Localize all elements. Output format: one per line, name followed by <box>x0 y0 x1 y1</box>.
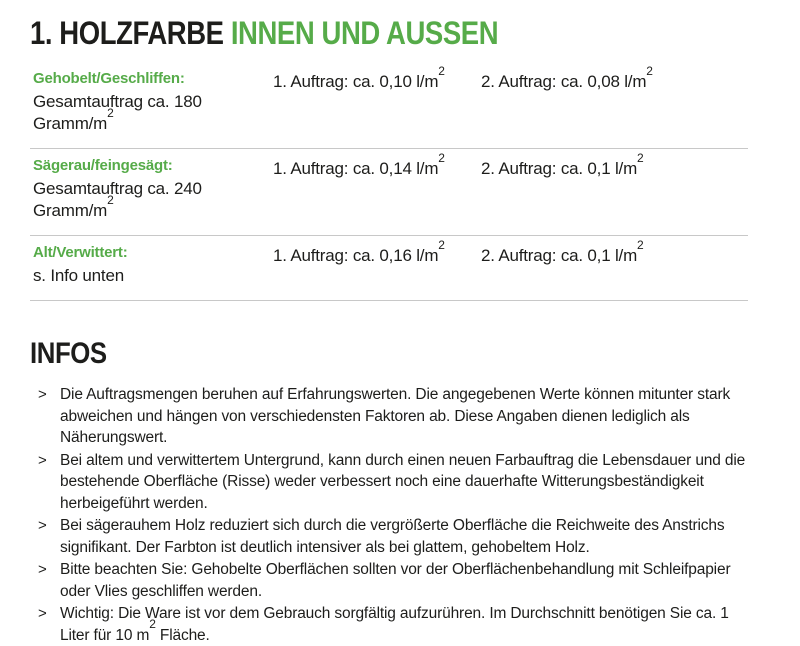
list-item: > Wichtig: Die Ware ist vor dem Gebrauch… <box>38 603 750 646</box>
superscript: 2 <box>438 237 445 252</box>
info-list: > Die Auftragsmengen beruhen auf Erfahru… <box>38 384 750 646</box>
infos-heading-text: INFOS <box>30 337 107 370</box>
superscript: 2 <box>637 237 644 252</box>
surface-type-detail: Gesamtauftrag ca. 180 Gramm/m2 <box>33 91 273 135</box>
coat-text: 1. Auftrag: ca. 0,10 l/m <box>273 72 439 91</box>
infos-heading: INFOS <box>30 337 770 371</box>
surface-type-detail: Gesamtauftrag ca. 240 Gramm/m2 <box>33 178 273 222</box>
second-coat-cell: 2. Auftrag: ca. 0,1 l/m2 <box>481 152 748 180</box>
info-text-main: Bitte beachten Sie: Gehobelte Oberfläche… <box>60 561 731 600</box>
surface-type-label: Sägerau/feingesägt: <box>33 157 173 174</box>
coat-text: 2. Auftrag: ca. 0,08 l/m <box>481 72 647 91</box>
table-row-saegerau: Sägerau/feingesägt: Gesamtauftrag ca. 24… <box>30 149 748 236</box>
info-text-main: Bei altem und verwittertem Untergrund, k… <box>60 451 746 512</box>
info-text: Wichtig: Die Ware ist vor dem Gebrauch s… <box>60 603 750 646</box>
superscript: 2 <box>646 63 653 78</box>
surface-type-label: Gehobelt/Geschliffen: <box>33 70 185 87</box>
chevron-bullet-icon: > <box>38 561 47 578</box>
second-coat-value: 2. Auftrag: ca. 0,1 l/m2 <box>481 239 748 267</box>
coat-text: 1. Auftrag: ca. 0,14 l/m <box>273 159 439 178</box>
page-title-green: INNEN UND AUSSEN <box>230 15 499 51</box>
second-coat-value: 2. Auftrag: ca. 0,1 l/m2 <box>481 152 748 180</box>
info-sheet-page: 1. HOLZFARBE INNEN UND AUSSEN Gehobelt/G… <box>30 14 770 644</box>
detail-text: Gesamtauftrag ca. 180 Gramm/m <box>33 92 202 133</box>
info-text-main: Die Auftragsmengen beruhen auf Erfahrung… <box>60 386 731 446</box>
second-coat-cell: 2. Auftrag: ca. 0,1 l/m2 <box>481 239 748 267</box>
info-text: Die Auftragsmengen beruhen auf Erfahrung… <box>60 384 750 449</box>
superscript: 2 <box>438 150 445 165</box>
coat-text: 1. Auftrag: ca. 0,16 l/m <box>273 246 439 265</box>
first-coat-cell: 1. Auftrag: ca. 0,14 l/m2 <box>273 152 481 180</box>
second-coat-value: 2. Auftrag: ca. 0,08 l/m2 <box>481 65 748 93</box>
chevron-bullet-icon: > <box>38 517 47 534</box>
first-coat-value: 1. Auftrag: ca. 0,14 l/m2 <box>273 152 481 180</box>
first-coat-value: 1. Auftrag: ca. 0,10 l/m2 <box>273 65 481 93</box>
chevron-bullet-icon: > <box>38 605 47 622</box>
first-coat-value: 1. Auftrag: ca. 0,16 l/m2 <box>273 239 481 267</box>
list-item: > Bei sägerauhem Holz reduziert sich dur… <box>38 515 750 558</box>
surface-type-cell: Sägerau/feingesägt: Gesamtauftrag ca. 24… <box>33 156 273 222</box>
info-text-main: Bei sägerauhem Holz reduziert sich durch… <box>60 517 725 556</box>
first-coat-cell: 1. Auftrag: ca. 0,16 l/m2 <box>273 239 481 267</box>
coat-text: 2. Auftrag: ca. 0,1 l/m <box>481 246 638 265</box>
surface-type-cell: Gehobelt/Geschliffen: Gesamtauftrag ca. … <box>33 69 273 135</box>
detail-text: s. Info unten <box>33 266 124 285</box>
superscript: 2 <box>637 150 644 165</box>
superscript: 2 <box>149 616 156 631</box>
superscript: 2 <box>438 63 445 78</box>
superscript: 2 <box>107 105 114 120</box>
superscript: 2 <box>107 192 114 207</box>
application-rate-table: Gehobelt/Geschliffen: Gesamtauftrag ca. … <box>30 62 748 301</box>
surface-type-cell: Alt/Verwittert: s. Info unten <box>33 243 273 287</box>
coat-text: 2. Auftrag: ca. 0,1 l/m <box>481 159 638 178</box>
info-text-tail: Fläche. <box>155 626 210 644</box>
list-item: > Bei altem und verwittertem Untergrund,… <box>38 450 750 515</box>
page-title-black: 1. HOLZFARBE <box>30 15 231 51</box>
surface-type-detail: s. Info unten <box>33 265 273 287</box>
detail-text: Gesamtauftrag ca. 240 Gramm/m <box>33 179 202 220</box>
page-title: 1. HOLZFARBE INNEN UND AUSSEN <box>30 14 770 52</box>
surface-type-label: Alt/Verwittert: <box>33 244 128 261</box>
list-item: > Bitte beachten Sie: Gehobelte Oberfläc… <box>38 559 750 602</box>
first-coat-cell: 1. Auftrag: ca. 0,10 l/m2 <box>273 65 481 93</box>
info-text: Bei altem und verwittertem Untergrund, k… <box>60 450 750 515</box>
list-item: > Die Auftragsmengen beruhen auf Erfahru… <box>38 384 750 449</box>
info-text: Bei sägerauhem Holz reduziert sich durch… <box>60 515 750 558</box>
chevron-bullet-icon: > <box>38 386 47 403</box>
chevron-bullet-icon: > <box>38 451 47 469</box>
second-coat-cell: 2. Auftrag: ca. 0,08 l/m2 <box>481 65 748 93</box>
info-text: Bitte beachten Sie: Gehobelte Oberfläche… <box>60 559 750 602</box>
table-row-gehobelt: Gehobelt/Geschliffen: Gesamtauftrag ca. … <box>30 62 748 149</box>
table-row-alt-verwittert: Alt/Verwittert: s. Info unten 1. Auftrag… <box>30 236 748 301</box>
